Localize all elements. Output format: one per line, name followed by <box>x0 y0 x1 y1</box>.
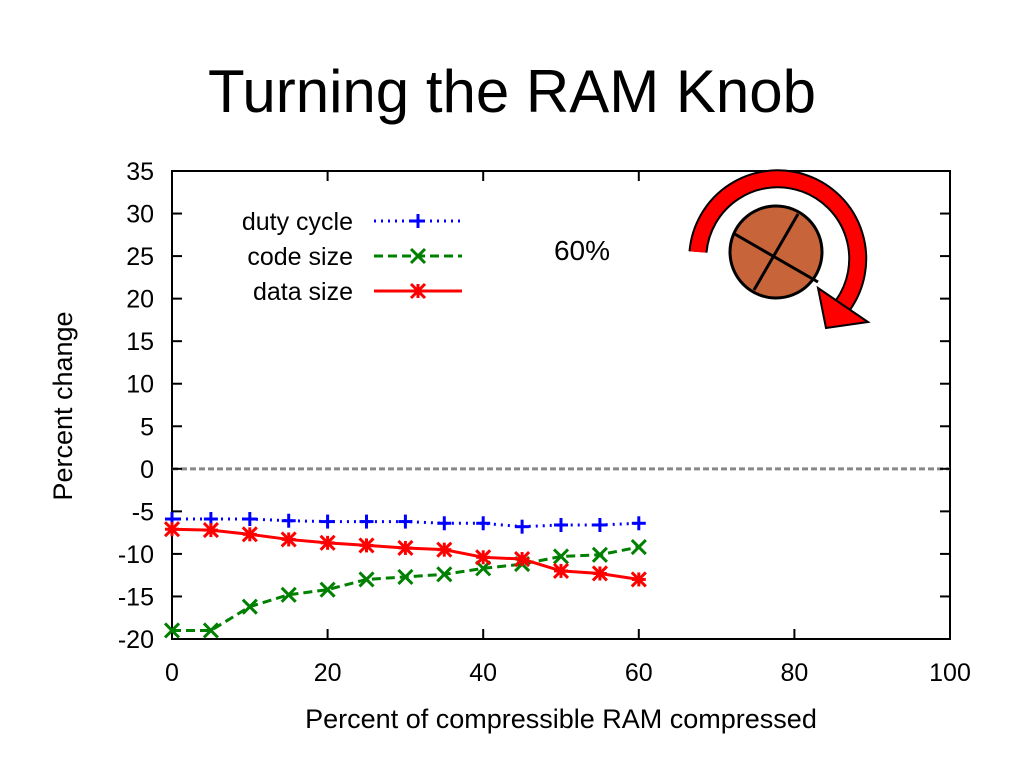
data-point-code-size <box>163 622 181 639</box>
data-point-data-size <box>241 526 258 543</box>
data-point-code-size <box>591 546 608 563</box>
data-point-duty-cycle <box>320 514 335 529</box>
y-tick-label: 0 <box>140 456 154 484</box>
data-point-data-size <box>436 541 453 558</box>
y-tick-label: 20 <box>126 286 154 314</box>
legend-marker-data-size <box>409 282 427 300</box>
data-point-data-size <box>202 522 219 539</box>
y-tick-label: -15 <box>118 583 154 611</box>
data-point-duty-cycle <box>437 516 452 531</box>
y-tick-label: -20 <box>118 626 154 654</box>
y-tick-label: 25 <box>126 243 154 271</box>
y-tick-label: 10 <box>126 371 154 399</box>
legend-label-data-size: data size <box>253 278 353 306</box>
series-lines <box>163 512 647 639</box>
data-point-data-size <box>475 549 492 566</box>
data-point-code-size <box>241 598 258 615</box>
knob-percent-label: 60% <box>554 235 610 266</box>
legend: duty cycle code size data size <box>242 208 462 306</box>
y-tick-label: -10 <box>118 541 154 569</box>
x-tick-label: 60 <box>625 659 653 687</box>
legend-marker-duty-cycle <box>411 214 425 228</box>
x-tick-label: 100 <box>929 659 971 687</box>
data-point-data-size <box>319 534 336 551</box>
data-point-code-size <box>280 586 297 603</box>
knob-icon <box>728 204 824 300</box>
data-point-data-size <box>591 565 608 582</box>
data-point-duty-cycle <box>281 513 296 528</box>
data-point-code-size <box>436 566 453 583</box>
data-point-duty-cycle <box>554 517 568 532</box>
data-point-duty-cycle <box>398 514 413 529</box>
x-tick-label: 80 <box>780 659 808 687</box>
data-point-data-size <box>163 521 181 538</box>
data-point-duty-cycle <box>592 517 607 532</box>
legend-marker-code-size <box>409 247 427 265</box>
data-point-duty-cycle <box>242 512 257 527</box>
slide-title: Turning the RAM Knob <box>207 58 817 125</box>
data-point-data-size <box>358 537 375 554</box>
series-line-code-size <box>172 545 640 632</box>
data-point-code-size <box>319 581 336 598</box>
data-point-data-size <box>552 562 570 579</box>
data-point-duty-cycle <box>631 516 646 531</box>
data-point-code-size <box>552 548 570 565</box>
y-tick-label: 5 <box>140 413 154 441</box>
x-tick-label: 0 <box>165 659 179 687</box>
y-tick-label: 35 <box>126 158 154 186</box>
plot-frame <box>171 170 951 640</box>
data-point-code-size <box>630 539 647 556</box>
x-tick-label: 40 <box>469 659 497 687</box>
axes <box>171 170 951 640</box>
data-point-data-size <box>397 539 414 557</box>
legend-label-duty-cycle: duty cycle <box>242 208 353 236</box>
y-tick-label: -5 <box>132 498 154 526</box>
data-point-data-size <box>514 550 531 568</box>
data-point-code-size <box>202 622 219 639</box>
data-point-duty-cycle <box>359 514 374 529</box>
data-point-duty-cycle <box>476 516 491 531</box>
y-axis-label: Percent change <box>48 311 78 500</box>
data-point-duty-cycle <box>515 519 530 534</box>
data-point-code-size <box>397 568 414 585</box>
y-tick-label: 30 <box>126 201 154 229</box>
axis-ticks: 35 30 25 20 15 10 5 0 -5 -10 -15 -20 0 20 40 60 80 100 <box>118 158 971 687</box>
data-point-data-size <box>280 531 297 548</box>
y-tick-label: 15 <box>126 328 154 356</box>
legend-label-code-size: code size <box>247 243 353 271</box>
data-point-data-size <box>630 571 647 588</box>
data-point-code-size <box>358 571 375 588</box>
x-axis-label: Percent of compressible RAM compressed <box>305 704 817 734</box>
rotation-arrow-icon <box>688 169 871 330</box>
x-tick-label: 20 <box>314 659 342 687</box>
